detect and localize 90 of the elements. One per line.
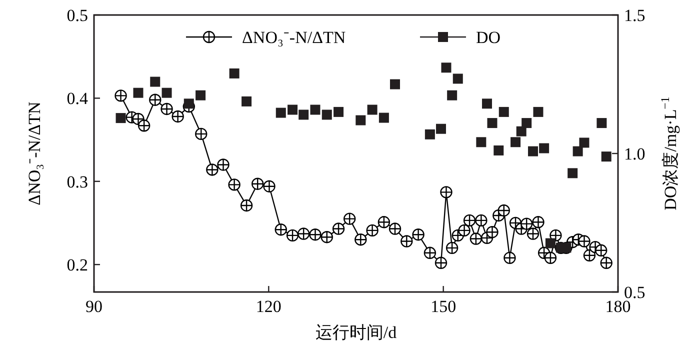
point <box>354 233 367 246</box>
point <box>504 252 516 264</box>
x-tick-label: 90 <box>86 297 102 316</box>
point <box>498 204 510 217</box>
point <box>274 224 287 236</box>
point <box>334 106 344 117</box>
point <box>288 104 298 115</box>
y-tick-label: 0.2 <box>66 256 88 275</box>
point <box>388 222 402 235</box>
point <box>217 158 230 171</box>
point <box>412 228 424 241</box>
point <box>475 214 488 227</box>
legend-label: ΔNO₃⁻-N/ΔTN <box>242 28 346 47</box>
point <box>320 231 333 244</box>
point <box>149 94 162 106</box>
x-tick-label: 150 <box>430 297 456 316</box>
y2-tick-label: 1.0 <box>624 144 646 164</box>
point <box>240 199 253 212</box>
point <box>532 216 544 228</box>
point <box>441 62 452 73</box>
point <box>596 118 607 128</box>
point <box>322 110 332 120</box>
point <box>343 212 356 225</box>
point <box>539 143 550 154</box>
point <box>133 88 144 98</box>
point <box>229 68 240 78</box>
point <box>516 126 526 136</box>
y2-tick-label: 1.5 <box>624 6 646 25</box>
point <box>378 216 390 228</box>
point <box>526 228 540 240</box>
point <box>332 222 345 235</box>
point <box>522 118 532 128</box>
point <box>424 246 436 260</box>
y-tick-label: 0.5 <box>66 6 88 25</box>
point <box>434 256 448 269</box>
point <box>172 110 184 123</box>
point <box>390 79 400 90</box>
point <box>196 90 206 100</box>
point <box>378 112 389 123</box>
point <box>160 102 173 116</box>
point <box>298 110 309 120</box>
point <box>545 238 556 248</box>
point <box>138 120 150 132</box>
point <box>162 88 172 98</box>
point <box>206 164 218 176</box>
point <box>150 76 160 87</box>
point <box>367 104 378 115</box>
point <box>400 235 413 248</box>
y-tick-label: 0.3 <box>66 172 88 192</box>
point <box>476 137 486 148</box>
point <box>510 137 521 148</box>
point <box>356 115 366 126</box>
point <box>252 178 264 190</box>
point <box>242 96 252 106</box>
point <box>494 145 504 156</box>
point <box>440 186 452 198</box>
point <box>228 178 240 191</box>
x-tick-label: 120 <box>256 297 282 316</box>
x-axis-title: 运行时间/d <box>315 323 398 342</box>
point <box>116 113 126 124</box>
point <box>114 90 127 102</box>
point <box>184 98 194 109</box>
point <box>568 168 578 178</box>
point <box>263 180 276 192</box>
point <box>452 74 463 84</box>
point <box>544 252 557 264</box>
point <box>482 98 492 109</box>
point <box>578 235 590 248</box>
point <box>486 226 498 238</box>
point <box>276 108 286 118</box>
point <box>366 224 378 237</box>
point <box>533 106 544 117</box>
y-axis-title: ΔNO₃⁻-N/ΔTN <box>25 102 44 206</box>
point <box>447 90 458 100</box>
point <box>309 228 322 241</box>
legend-label: DO <box>476 28 501 47</box>
point <box>572 146 583 156</box>
point <box>528 146 538 156</box>
point <box>446 242 458 254</box>
point <box>436 124 446 134</box>
point <box>595 244 608 257</box>
point <box>579 138 590 148</box>
point <box>600 256 612 269</box>
point <box>424 129 435 140</box>
point <box>601 152 612 162</box>
point <box>310 104 320 115</box>
point <box>498 106 509 117</box>
point <box>195 128 208 140</box>
y-tick-label: 0.4 <box>66 89 88 108</box>
point <box>487 118 498 128</box>
